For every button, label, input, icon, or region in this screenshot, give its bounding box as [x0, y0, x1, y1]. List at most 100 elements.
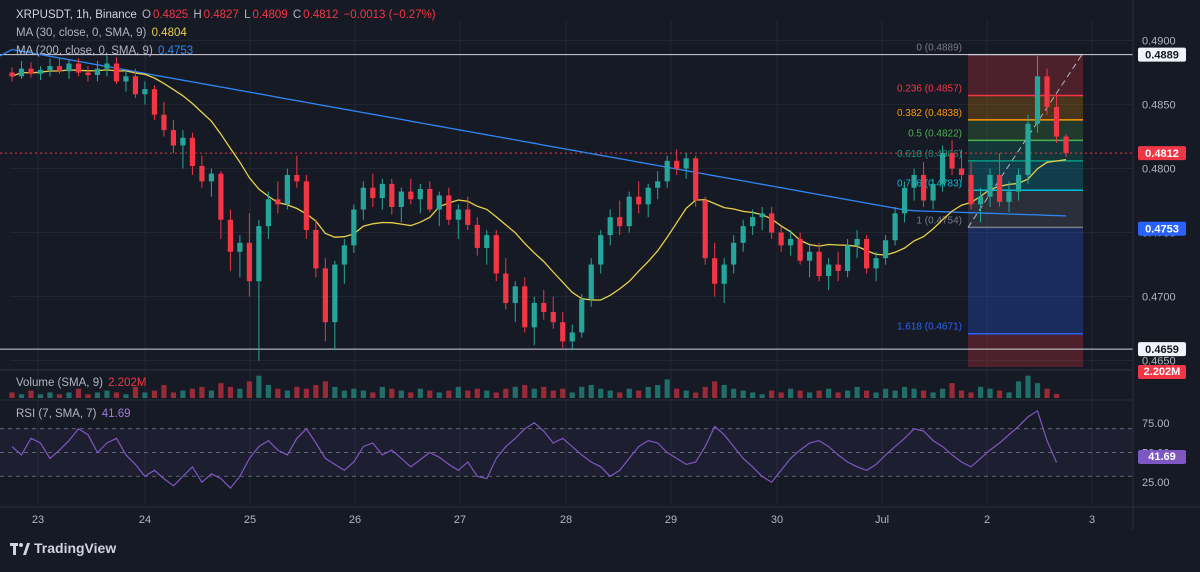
volume-bar — [560, 388, 566, 398]
candle-body — [949, 153, 955, 169]
candle-body — [208, 173, 215, 182]
tradingview-brand[interactable]: TradingView — [10, 540, 116, 556]
time-tick-label: 30 — [771, 514, 783, 526]
volume-bar — [218, 383, 224, 398]
candle-body — [151, 89, 158, 115]
horizontal-lines[interactable] — [0, 54, 1133, 350]
price-tick-label: 0.4900 — [1142, 35, 1176, 47]
candle-body — [560, 322, 566, 342]
volume-bar — [493, 392, 499, 398]
time-tick-label: 26 — [349, 514, 361, 526]
price-tag-label: 0.4659 — [1145, 344, 1179, 356]
candle-body — [996, 174, 1003, 202]
ma30-label: MA (30, close, 0, SMA, 9) — [16, 27, 147, 39]
volume-bar — [797, 390, 803, 398]
open-label: O — [142, 9, 151, 21]
candle-body — [683, 158, 689, 169]
candle-body — [712, 258, 718, 284]
candle-body — [522, 286, 528, 328]
volume-bar — [607, 390, 613, 398]
ma200-path — [0, 48, 1067, 217]
rsi-legend[interactable]: RSI (7, SMA, 7) 41.69 — [16, 407, 133, 421]
volume-bar — [47, 392, 53, 398]
candle-body — [275, 199, 281, 205]
volume-bar — [958, 390, 965, 398]
volume-bar — [104, 390, 110, 398]
candle-body — [778, 232, 784, 246]
price-tag — [1138, 221, 1186, 236]
rsi-label: RSI (7, SMA, 7) — [16, 408, 97, 420]
candle-body — [474, 224, 480, 248]
candle-body — [18, 68, 25, 77]
candles — [9, 55, 1069, 361]
candle-body — [541, 302, 547, 312]
volume-bar — [712, 381, 718, 398]
rsi-pane — [0, 409, 1133, 489]
volume-value: 2.202M — [108, 377, 147, 389]
high-value: 0.4827 — [203, 9, 239, 21]
volume-bar — [683, 390, 689, 398]
volume-bar — [408, 392, 414, 398]
volume-bars — [9, 375, 1060, 398]
volume-bar — [123, 394, 129, 398]
symbol-label: XRPUSDT, 1h, Binance — [16, 9, 137, 21]
fib-band — [968, 190, 1083, 228]
candle-body — [1053, 107, 1060, 137]
candle-body — [104, 63, 110, 69]
volume-bar — [9, 392, 15, 398]
volume-bar — [759, 394, 765, 398]
candle-body — [512, 286, 518, 303]
price-tick-label: 0.4650 — [1142, 356, 1176, 368]
volume-bar — [550, 390, 556, 398]
volume-bar — [484, 390, 490, 398]
candle-body — [987, 174, 993, 197]
ma30-path — [11, 69, 1067, 301]
candle-body — [579, 299, 585, 333]
volume-bar — [826, 388, 832, 398]
volume-bar — [1025, 375, 1031, 398]
volume-bar — [56, 394, 63, 398]
candle-body — [85, 72, 91, 76]
volume-bar — [522, 385, 528, 398]
volume-legend[interactable]: Volume (SMA, 9) 2.202M — [16, 376, 148, 390]
candle-body — [9, 72, 15, 77]
candle-body — [1015, 174, 1022, 192]
time-tick-label: 24 — [139, 514, 151, 526]
candle-body — [284, 174, 290, 205]
volume-label: Volume (SMA, 9) — [16, 377, 103, 389]
volume-bar — [873, 392, 879, 398]
volume-bar — [256, 375, 262, 398]
price-tick-label: 0.4800 — [1142, 164, 1176, 176]
volume-bar — [854, 386, 860, 398]
candle-body — [28, 68, 34, 74]
candle-body — [721, 264, 727, 284]
volume-bar — [531, 388, 537, 398]
volume-bar — [189, 388, 196, 398]
ma200-legend[interactable]: MA (200, close, 0, SMA, 9) 0.4753 — [16, 44, 195, 58]
volume-bar — [816, 390, 822, 398]
candle-body — [446, 195, 452, 220]
symbol-legend[interactable]: XRPUSDT, 1h, Binance O 0.4825 H 0.4827 L 0.… — [16, 8, 438, 22]
candle-body — [218, 173, 224, 220]
price-tick-label: 0.4850 — [1142, 100, 1176, 112]
high-label: H — [193, 9, 202, 21]
candle-body — [797, 238, 803, 261]
volume-bar — [275, 388, 281, 398]
volume-bar — [598, 388, 604, 398]
fib-level-label: 0.786 (0.4783) — [897, 178, 962, 189]
candle-body — [408, 191, 414, 200]
volume-bar — [901, 386, 908, 398]
candle-body — [465, 209, 471, 225]
candle-body — [199, 165, 205, 182]
time-tick-label: 2 — [984, 514, 990, 526]
candle-body — [854, 238, 860, 246]
candle-body — [702, 200, 708, 259]
volume-bar — [512, 386, 518, 398]
volume-bar — [835, 392, 841, 398]
volume-bar — [332, 386, 338, 398]
candle-body — [493, 235, 499, 274]
ma30-legend[interactable]: MA (30, close, 0, SMA, 9) 0.4804 — [16, 26, 189, 40]
volume-bar — [977, 386, 984, 398]
candle-body — [313, 229, 319, 269]
